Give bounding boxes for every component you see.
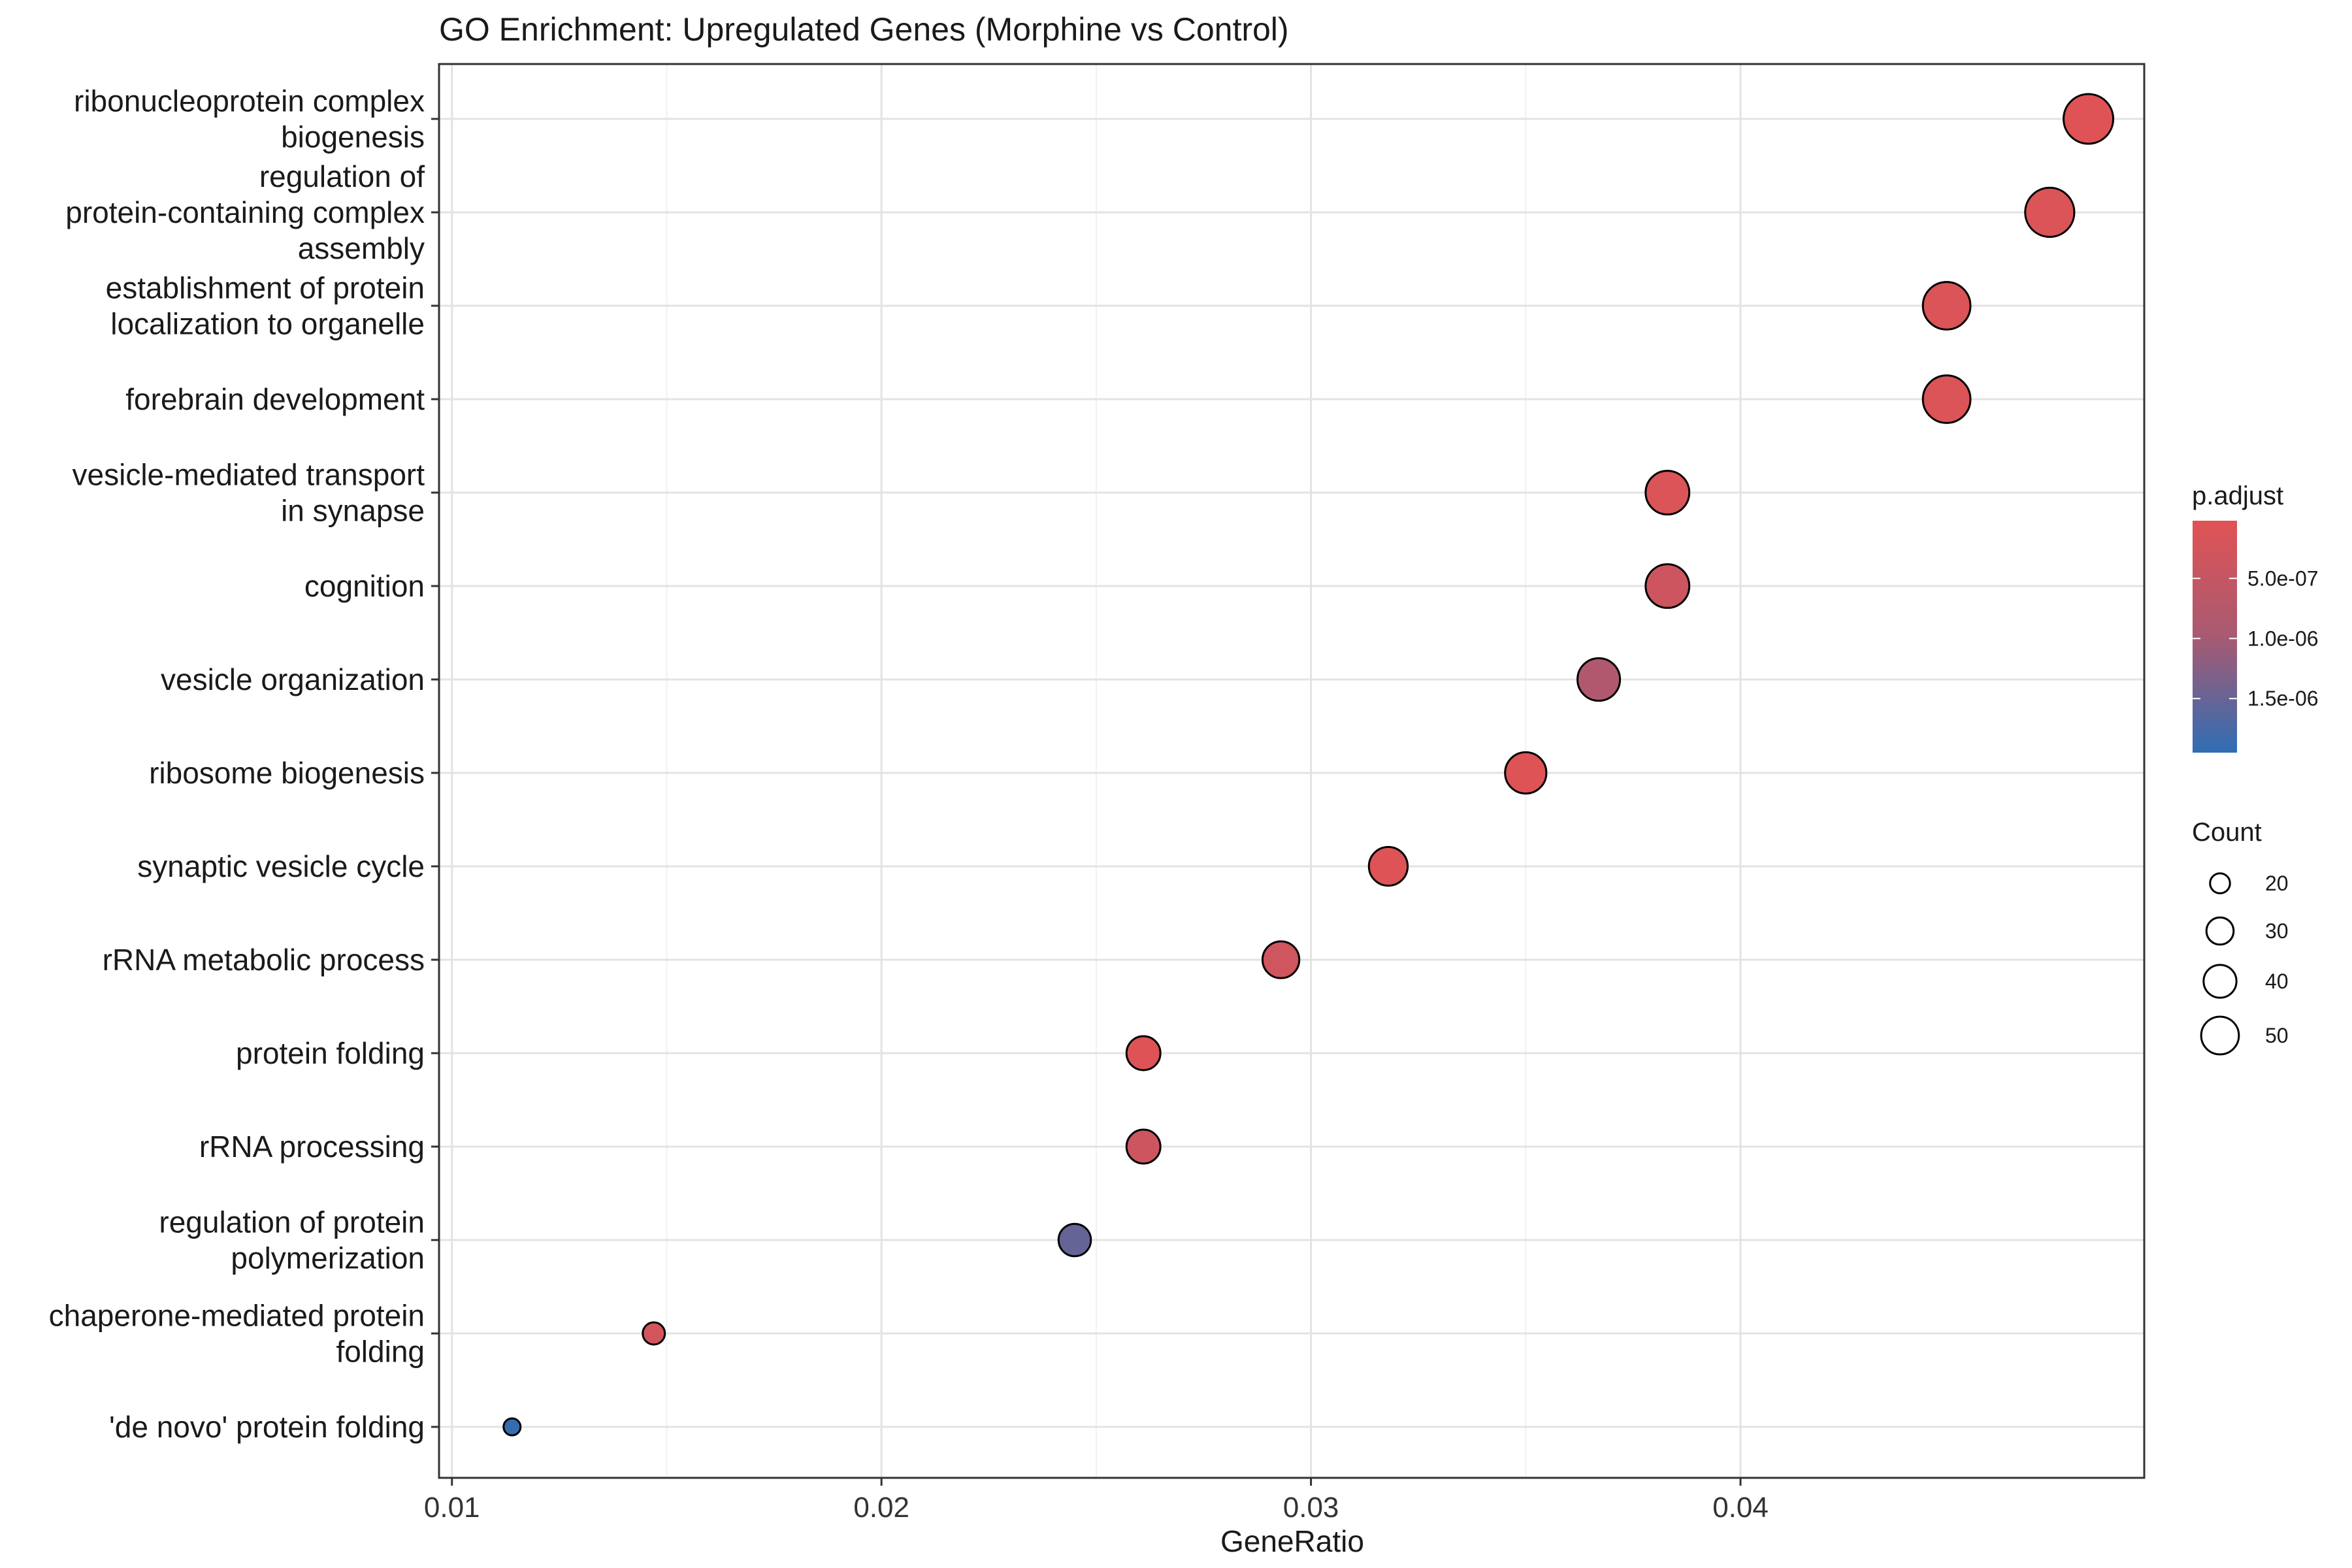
- y-tick-label-line: vesicle organization: [161, 662, 425, 696]
- data-point: [1125, 1128, 1162, 1165]
- y-tick-label-line: ribonucleoprotein complex: [74, 84, 425, 118]
- plot-panel-background: [439, 64, 2144, 1478]
- data-point: [1921, 374, 1972, 424]
- data-point: [1644, 563, 1691, 609]
- y-tick-label-line: rRNA metabolic process: [103, 943, 425, 977]
- chart-title: GO Enrichment: Upregulated Genes (Morphi…: [439, 11, 1289, 48]
- data-point: [2063, 93, 2115, 145]
- y-tick-label-line: protein-containing complex: [65, 195, 425, 229]
- y-tick-label-line: ribosome biogenesis: [149, 756, 425, 790]
- y-tick-label-line: assembly: [298, 231, 425, 265]
- y-tick-label: chaperone-mediated protein folding: [49, 1299, 425, 1369]
- y-tick-label: rRNA metabolic process: [103, 943, 425, 977]
- y-tick-label-line: synaptic vesicle cycle: [137, 849, 425, 883]
- plot-area: ribonucleoprotein complex biogenesisregul…: [49, 63, 2146, 1524]
- y-tick-label-line: forebrain development: [125, 382, 425, 416]
- x-tick-label: 0.01: [424, 1492, 480, 1524]
- y-tick-label: forebrain development: [125, 382, 425, 416]
- plot-panel-border: [438, 63, 2146, 1479]
- y-tick-label: ribosome biogenesis: [149, 756, 425, 790]
- y-tick-label: protein folding: [236, 1036, 425, 1070]
- y-tick-label-line: protein folding: [236, 1036, 425, 1070]
- y-tick-label-line: chaperone-mediated protein: [49, 1299, 425, 1333]
- color-legend-label: 5.0e-07: [2247, 566, 2319, 590]
- y-tick-label: vesicle-mediated transport in synapse: [73, 458, 425, 528]
- data-point: [1367, 845, 1409, 887]
- color-legend-bar: [2193, 521, 2237, 753]
- data-point: [1261, 940, 1301, 979]
- x-tick-label: 0.02: [853, 1492, 909, 1524]
- y-tick-label-line: localization to organelle: [110, 307, 425, 341]
- data-point: [2024, 186, 2076, 238]
- y-tick-label-line: polymerization: [231, 1241, 425, 1275]
- y-tick-label-line: 'de novo' protein folding: [109, 1410, 425, 1444]
- data-point: [1576, 657, 1622, 702]
- size-legend-key: [2202, 964, 2238, 999]
- y-tick-label-line: regulation of protein: [159, 1205, 425, 1239]
- data-point: [502, 1417, 522, 1437]
- size-legend-label: 20: [2265, 872, 2289, 895]
- y-tick-label: regulation of protein polymerization: [159, 1205, 425, 1275]
- y-tick-label: cognition: [304, 569, 425, 603]
- y-tick-label-line: rRNA processing: [199, 1130, 425, 1164]
- y-tick-label: ribonucleoprotein complex biogenesis: [74, 84, 425, 154]
- y-tick-label-line: in synapse: [281, 494, 425, 528]
- x-tick-label: 0.03: [1283, 1492, 1339, 1524]
- y-tick-label-line: establishment of protein: [106, 271, 425, 305]
- size-legend-key: [2209, 872, 2231, 894]
- data-point: [642, 1321, 666, 1346]
- data-point: [1504, 751, 1548, 795]
- y-tick-label: 'de novo' protein folding: [109, 1410, 425, 1444]
- y-tick-label-line: cognition: [304, 569, 425, 603]
- data-point: [1125, 1035, 1162, 1071]
- y-tick-label: regulation of protein-containing complex a…: [65, 159, 425, 265]
- legend: p.adjust Count 5.0e-07 1.0e-06 1.5e-06 20 30…: [2192, 482, 2319, 1056]
- y-tick-label-line: vesicle-mediated transport: [73, 458, 425, 492]
- size-legend-label: 50: [2265, 1024, 2289, 1047]
- y-tick-label: rRNA processing: [199, 1130, 425, 1164]
- y-tick-label-line: folding: [336, 1335, 425, 1369]
- color-legend-label: 1.5e-06: [2247, 687, 2319, 710]
- x-tick-label: 0.04: [1712, 1492, 1769, 1524]
- size-legend-label: 30: [2265, 919, 2289, 943]
- data-point: [1644, 470, 1691, 515]
- y-tick-label: establishment of protein localization to …: [106, 271, 425, 341]
- y-tick-label-line: biogenesis: [281, 120, 425, 154]
- color-legend-title: p.adjust: [2192, 482, 2283, 510]
- x-axis-title: GeneRatio: [1220, 1524, 1364, 1558]
- size-legend-title: Count: [2192, 818, 2262, 847]
- size-legend-key: [2200, 1015, 2240, 1056]
- y-tick-label-line: regulation of: [259, 159, 425, 193]
- y-tick-label: synaptic vesicle cycle: [137, 849, 425, 883]
- size-legend-label: 40: [2265, 970, 2289, 993]
- size-legend-key: [2205, 916, 2235, 946]
- color-legend-label: 1.0e-06: [2247, 627, 2319, 650]
- y-tick-label: vesicle organization: [161, 662, 425, 696]
- data-point: [1921, 281, 1972, 331]
- data-point: [1057, 1222, 1092, 1258]
